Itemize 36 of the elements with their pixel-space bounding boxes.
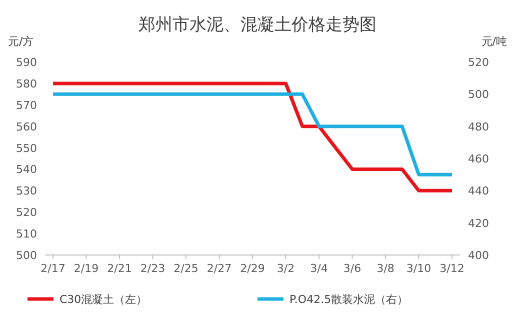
y-tick-label: 530 xyxy=(16,184,37,198)
y2-tick-label: 420 xyxy=(468,216,489,230)
x-tick-label: 3/10 xyxy=(406,262,432,275)
y-tick-label: 510 xyxy=(16,228,37,241)
x-tick-label: 2/25 xyxy=(174,262,198,275)
y-tick-label: 500 xyxy=(16,249,37,262)
legend-label: P.O42.5散装水泥（右） xyxy=(290,293,408,306)
x-tick-label: 3/6 xyxy=(343,262,362,275)
y-tick-label: 590 xyxy=(16,56,37,69)
y-tick-label: 540 xyxy=(16,163,37,176)
y-tick-label: 580 xyxy=(16,77,37,90)
y-axis-title: 元/方 xyxy=(8,35,34,48)
y2-tick-label: 520 xyxy=(468,56,489,69)
y2-axis-title: 元/吨 xyxy=(481,35,507,48)
line-series xyxy=(51,82,454,192)
x-tick-label: 2/27 xyxy=(206,262,232,275)
y2-tick-label: 440 xyxy=(468,184,489,198)
y2-tick-label: 480 xyxy=(468,120,489,134)
x-tick-label: 3/8 xyxy=(376,262,394,275)
y-tick-label: 570 xyxy=(16,98,37,112)
x-tick-label: 2/29 xyxy=(240,262,265,275)
x-tick-label: 3/12 xyxy=(440,262,464,275)
x-tick-label: 3/2 xyxy=(276,262,295,275)
y2-tick-label: 400 xyxy=(468,249,489,262)
y-tick-label: 520 xyxy=(16,206,37,220)
x-tick-label: 2/19 xyxy=(74,262,99,275)
y-tick-label: 550 xyxy=(16,142,37,155)
x-tick-label: 3/4 xyxy=(310,262,328,275)
x-tick-label: 2/21 xyxy=(107,262,132,275)
x-tick-label: 2/23 xyxy=(140,262,166,275)
chart-title: 郑州市水泥、混凝土价格走势图 xyxy=(138,15,376,35)
legend-label: C30混凝土（左） xyxy=(60,293,148,306)
y2-tick-label: 500 xyxy=(468,88,489,102)
y2-tick-label: 460 xyxy=(468,152,489,166)
y-tick-label: 560 xyxy=(16,120,37,134)
x-tick-label: 2/17 xyxy=(40,262,66,275)
